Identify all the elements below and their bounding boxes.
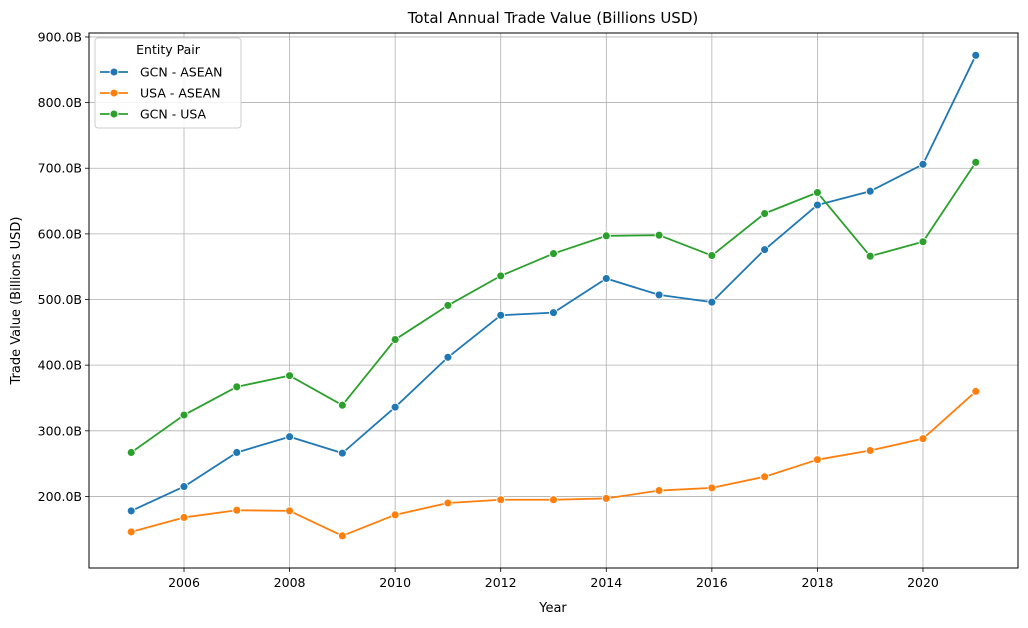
x-tick-label: 2016 bbox=[696, 575, 728, 590]
data-point-gcn-asean bbox=[865, 186, 875, 196]
data-point-usa-asean bbox=[549, 495, 558, 505]
data-point-usa-asean bbox=[179, 513, 189, 522]
series-usa-asean bbox=[126, 386, 981, 541]
legend-entry-gcn-usa: GCN - USA bbox=[100, 107, 207, 122]
x-tick-label: 2020 bbox=[907, 575, 939, 590]
legend-swatch-marker bbox=[109, 109, 119, 119]
legend-swatch-marker bbox=[109, 88, 119, 98]
y-tick-label: 300.0B bbox=[38, 423, 82, 438]
data-point-usa-asean bbox=[285, 506, 295, 516]
data-point-gcn-asean bbox=[601, 274, 611, 283]
data-point-gcn-asean bbox=[337, 448, 347, 458]
data-point-gcn-usa bbox=[390, 335, 400, 345]
data-point-gcn-usa bbox=[654, 230, 664, 240]
y-tick-label: 900.0B bbox=[38, 29, 82, 44]
data-point-gcn-asean bbox=[126, 506, 136, 516]
data-point-gcn-asean bbox=[496, 310, 506, 320]
data-point-usa-asean bbox=[865, 446, 875, 455]
data-point-gcn-asean bbox=[760, 245, 770, 255]
chart-title: Total Annual Trade Value (Billions USD) bbox=[407, 9, 699, 27]
data-point-usa-asean bbox=[126, 527, 136, 537]
x-tick-label: 2018 bbox=[802, 575, 834, 590]
data-point-gcn-usa bbox=[179, 410, 189, 420]
data-point-gcn-asean bbox=[918, 159, 928, 169]
data-point-gcn-usa bbox=[337, 400, 347, 410]
legend-entry-usa-asean: USA - ASEAN bbox=[100, 86, 221, 101]
data-point-gcn-asean bbox=[390, 402, 400, 412]
legend-box bbox=[94, 37, 242, 129]
data-point-usa-asean bbox=[707, 483, 717, 493]
series-layer bbox=[126, 50, 981, 541]
y-tick-label: 600.0B bbox=[38, 226, 82, 241]
data-point-gcn-usa bbox=[285, 371, 295, 381]
data-point-usa-asean bbox=[443, 498, 453, 508]
data-point-gcn-usa bbox=[971, 157, 981, 167]
data-point-usa-asean bbox=[390, 510, 400, 520]
data-point-gcn-usa bbox=[601, 231, 611, 241]
y-tick-label: 800.0B bbox=[38, 95, 82, 110]
y-tick-label: 700.0B bbox=[38, 161, 82, 176]
data-point-gcn-usa bbox=[496, 271, 506, 281]
legend-label: GCN - USA bbox=[140, 107, 207, 122]
legend-label: USA - ASEAN bbox=[140, 86, 221, 101]
data-point-gcn-asean bbox=[285, 432, 295, 442]
data-point-gcn-usa bbox=[443, 300, 453, 310]
y-tick-label: 500.0B bbox=[38, 292, 82, 307]
data-point-usa-asean bbox=[918, 434, 928, 444]
data-point-gcn-asean bbox=[971, 50, 981, 60]
legend-label: GCN - ASEAN bbox=[140, 65, 223, 80]
data-point-usa-asean bbox=[232, 505, 242, 515]
data-point-usa-asean bbox=[496, 495, 506, 505]
y-axis-label: Trade Value (Billions USD) bbox=[9, 217, 24, 386]
x-tick-label: 2010 bbox=[379, 575, 411, 590]
tick-layer: 2006 2008 2010 2012 2014 2016 2018 2020 200.0B 30… bbox=[38, 29, 939, 590]
data-point-gcn-usa bbox=[918, 237, 928, 247]
x-tick-label: 2006 bbox=[168, 575, 200, 590]
x-tick-label: 2014 bbox=[590, 575, 622, 590]
plot-frame bbox=[88, 32, 1019, 569]
data-point-gcn-usa bbox=[126, 448, 136, 457]
data-point-gcn-usa bbox=[865, 251, 875, 261]
data-point-usa-asean bbox=[760, 472, 770, 482]
legend-entry-gcn-asean: GCN - ASEAN bbox=[100, 65, 223, 80]
data-point-gcn-asean bbox=[812, 200, 822, 210]
series-line-usa-asean bbox=[130, 390, 977, 537]
data-point-gcn-asean bbox=[654, 290, 664, 300]
series-gcn-usa bbox=[126, 157, 981, 457]
x-axis-label: Year bbox=[538, 601, 567, 616]
data-point-usa-asean bbox=[812, 455, 822, 465]
data-point-usa-asean bbox=[654, 486, 664, 495]
y-tick-label: 400.0B bbox=[38, 358, 82, 373]
series-line-gcn-asean bbox=[130, 54, 977, 512]
data-point-gcn-usa bbox=[760, 209, 770, 218]
data-point-gcn-usa bbox=[812, 188, 822, 197]
x-tick-label: 2008 bbox=[274, 575, 306, 590]
data-point-gcn-usa bbox=[232, 382, 242, 392]
data-point-usa-asean bbox=[971, 386, 981, 396]
y-tick-label: 200.0B bbox=[38, 489, 82, 504]
data-point-gcn-asean bbox=[707, 297, 717, 307]
data-point-gcn-asean bbox=[549, 308, 558, 318]
data-point-gcn-usa bbox=[707, 251, 717, 260]
x-tick-label: 2012 bbox=[485, 575, 517, 590]
legend-title: Entity Pair bbox=[136, 42, 201, 57]
legend-swatch-marker bbox=[109, 67, 119, 77]
data-point-gcn-asean bbox=[179, 482, 189, 492]
data-point-usa-asean bbox=[337, 531, 347, 541]
data-point-gcn-asean bbox=[232, 448, 242, 457]
legend-entries: GCN - ASEAN USA - ASEAN GCN - USA bbox=[100, 65, 223, 122]
data-point-gcn-asean bbox=[443, 352, 453, 362]
series-line-gcn-usa bbox=[130, 161, 977, 454]
series-gcn-asean bbox=[126, 50, 981, 516]
data-point-usa-asean bbox=[601, 493, 611, 503]
data-point-gcn-usa bbox=[549, 249, 558, 259]
